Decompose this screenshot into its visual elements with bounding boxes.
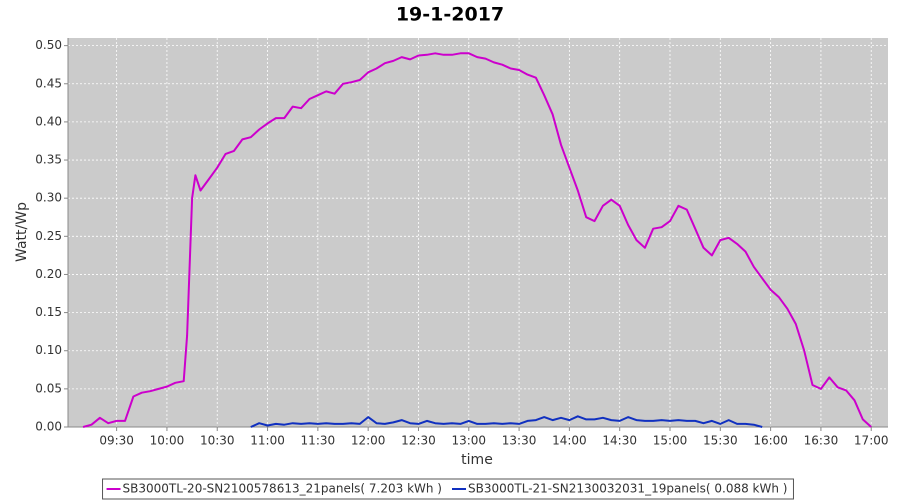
y-axis-title: Watt/Wp [14, 202, 30, 262]
x-tick-label: 09:30 [99, 434, 134, 448]
x-tick-label: 11:30 [301, 434, 336, 448]
y-tick-label: 0.45 [35, 76, 62, 90]
legend-label: SB3000TL-20-SN2100578613_21panels( 7.203… [123, 482, 442, 496]
chart-title: 19-1-2017 [396, 4, 504, 26]
plot-area [68, 38, 888, 427]
x-tick-label: 12:30 [401, 434, 436, 448]
x-tick-label: 10:00 [150, 434, 185, 448]
legend-label: SB3000TL-21-SN2130032031_19panels( 0.088… [468, 482, 787, 496]
x-tick-label: 10:30 [200, 434, 235, 448]
x-tick-label: 12:00 [351, 434, 386, 448]
legend: SB3000TL-20-SN2100578613_21panels( 7.203… [102, 478, 794, 500]
y-tick-label: 0.50 [35, 38, 62, 52]
legend-box [102, 478, 794, 500]
y-tick-label: 0.15 [35, 305, 62, 319]
y-tick-label: 0.05 [35, 381, 62, 395]
y-tick-label: 0.25 [35, 229, 62, 243]
y-tick-label: 0.20 [35, 267, 62, 281]
y-tick-label: 0.30 [35, 191, 62, 205]
y-tick-label: 0.00 [35, 420, 62, 434]
x-tick-label: 14:00 [552, 434, 587, 448]
data-line [82, 52, 872, 428]
y-tick-label: 0.40 [35, 114, 62, 128]
x-tick-label: 14:30 [602, 434, 637, 448]
x-tick-label: 13:00 [451, 434, 486, 448]
x-tick-label: 11:00 [250, 434, 285, 448]
data-line [250, 415, 763, 428]
x-axis-title: time [461, 452, 493, 468]
x-tick-label: 13:30 [502, 434, 537, 448]
x-tick-label: 16:00 [753, 434, 788, 448]
y-tick-label: 0.35 [35, 153, 62, 167]
x-tick-label: 16:30 [804, 434, 839, 448]
x-tick-label: 15:00 [653, 434, 688, 448]
x-tick-label: 15:30 [703, 434, 738, 448]
x-tick-label: 17:00 [854, 434, 889, 448]
y-tick-label: 0.10 [35, 343, 62, 357]
